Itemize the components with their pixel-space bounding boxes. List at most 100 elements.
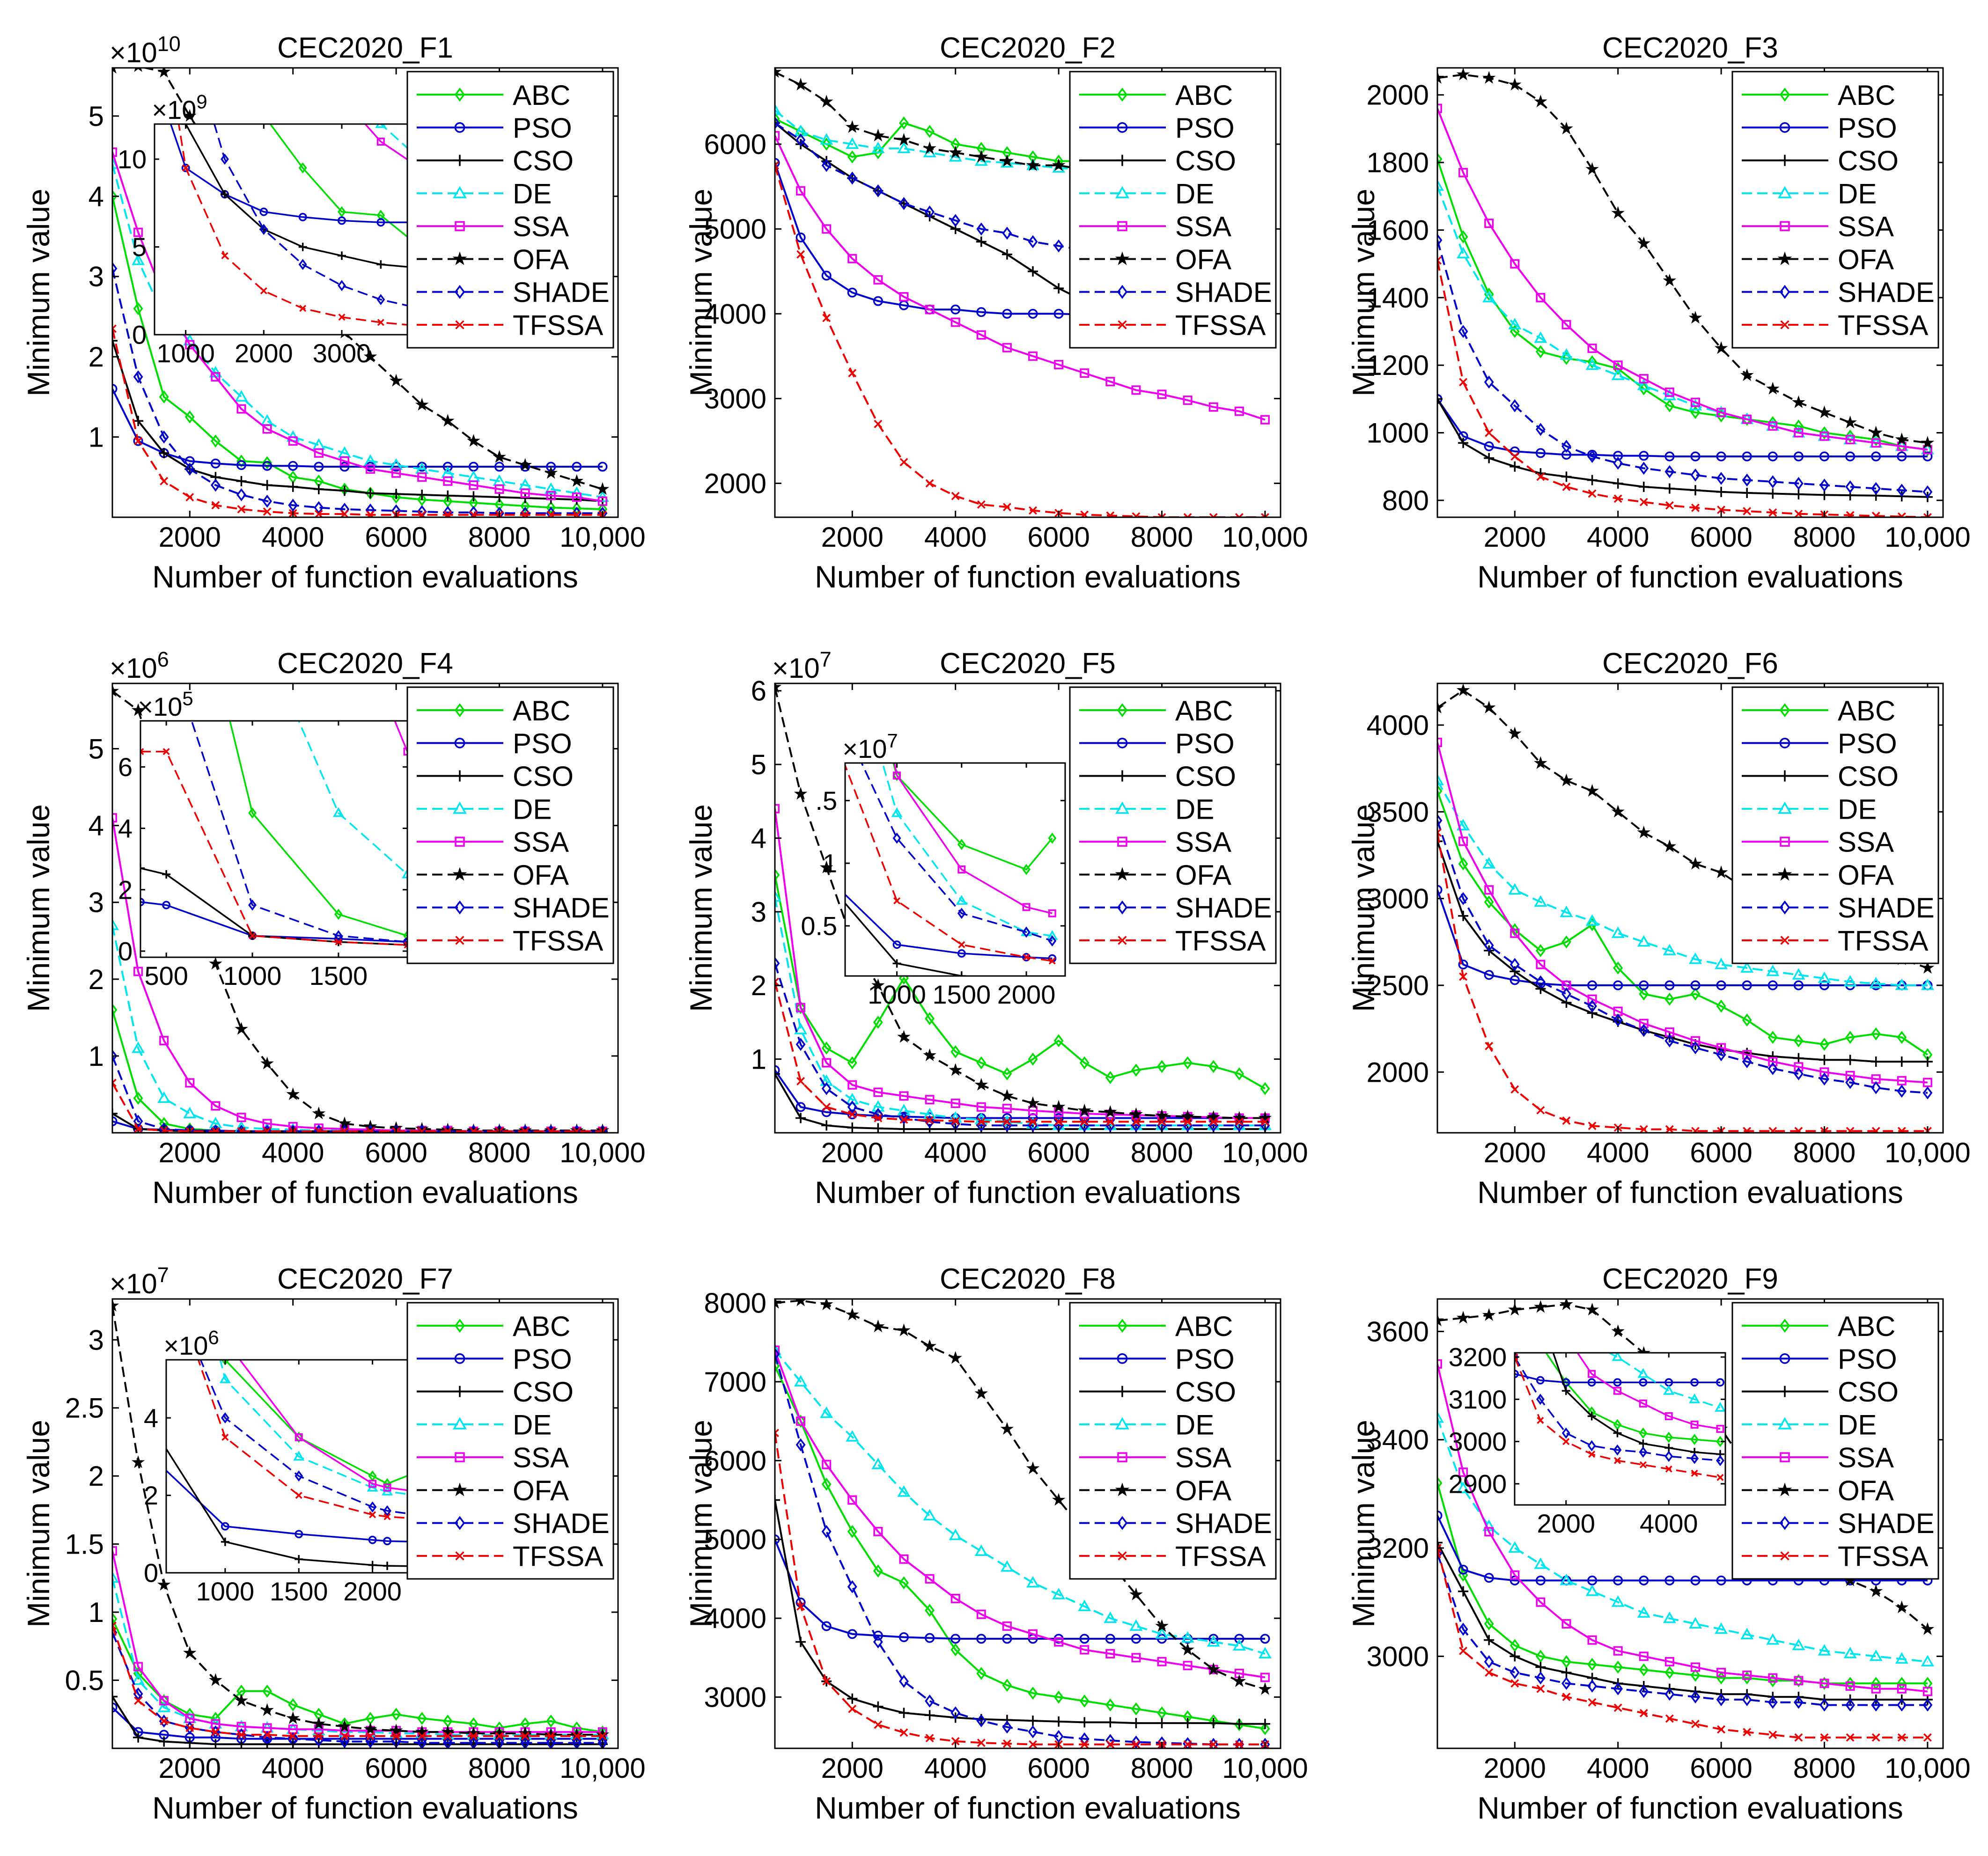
data-point-ofa (338, 1719, 352, 1732)
data-point-ofa (544, 466, 558, 479)
inset-data-point-pso (140, 898, 145, 906)
inset-data-point-pso (338, 216, 346, 225)
data-point-abc (1819, 426, 1829, 440)
data-point-abc (1079, 1056, 1090, 1070)
data-point-cso (1535, 1662, 1546, 1673)
data-point-tfssa (1846, 1733, 1855, 1742)
data-point-de (132, 253, 145, 265)
inset-data-point-cso (221, 1537, 229, 1546)
legend-item-ssa: SSA (1742, 211, 1894, 242)
legend-marker (1117, 900, 1128, 915)
data-point-tfssa (822, 314, 831, 323)
legend-marker (1777, 186, 1792, 198)
x-tick-label: 4000 (924, 1137, 987, 1168)
data-point-shade (1105, 1734, 1115, 1747)
data-point-ssa (1458, 1467, 1468, 1477)
inset-exponent-base: ×10 (163, 1331, 208, 1360)
legend-label: ABC (1838, 695, 1895, 726)
legend-marker (1115, 801, 1130, 814)
data-point-abc (1535, 345, 1546, 359)
x-axis-label: Number of function evaluations (815, 1175, 1241, 1210)
data-point-shade (1767, 475, 1778, 489)
inset-x-tick-label: 1500 (270, 1577, 328, 1606)
data-point-shade (184, 462, 195, 476)
data-point-pso (1079, 1634, 1090, 1644)
data-point-shade (1509, 958, 1520, 971)
series-ssa (1437, 103, 1932, 455)
legend-label: SSA (513, 827, 569, 858)
data-point-abc (391, 1708, 401, 1721)
data-point-abc (821, 1042, 832, 1055)
legend-marker (1779, 1386, 1790, 1397)
data-point-ofa (1766, 381, 1780, 395)
data-point-pso (847, 1629, 857, 1639)
legend-marker (1777, 801, 1792, 814)
data-point-de (1611, 926, 1625, 938)
data-point-ssa (1794, 428, 1804, 438)
data-point-abc (925, 1012, 935, 1025)
data-point-ofa (1232, 1674, 1246, 1687)
data-point-de (1585, 1585, 1599, 1596)
data-point-cso (1437, 394, 1443, 404)
inset-data-point-tfssa (1639, 1461, 1647, 1468)
inset-x-tick-label: 1500 (933, 980, 991, 1009)
data-point-pso (1716, 980, 1726, 990)
data-point-pso (210, 458, 221, 469)
legend-item-cso: CSO (417, 145, 574, 176)
legend-item-ssa: SSA (1742, 827, 1894, 858)
data-point-cso (1484, 453, 1495, 463)
data-point-cso (873, 1123, 884, 1133)
y-tick-label: 3000 (1367, 1641, 1429, 1672)
data-point-cso (1509, 1651, 1520, 1662)
data-point-de (1637, 378, 1650, 390)
legend-label: PSO (1175, 112, 1235, 144)
data-point-ofa (1456, 1311, 1470, 1324)
data-point-pso (1690, 980, 1701, 990)
data-point-abc (546, 1714, 556, 1728)
data-point-tfssa (211, 501, 220, 510)
y-tick-label: 3 (88, 887, 104, 918)
inset-series-line-abc (229, 721, 407, 937)
data-point-ssa (925, 305, 935, 315)
y-tick-label: 3600 (1367, 1316, 1429, 1347)
data-point-pso (1156, 1634, 1167, 1644)
data-point-tfssa (134, 437, 143, 446)
data-point-tfssa (1743, 507, 1752, 515)
data-point-shade (159, 430, 169, 444)
data-point-ofa (1869, 1584, 1883, 1597)
data-point-de (974, 1544, 988, 1556)
data-point-tfssa (822, 1102, 831, 1111)
inset-data-point-shade (221, 1412, 229, 1424)
data-point-de (1921, 978, 1934, 990)
inset-data-point-ssa (1690, 1420, 1699, 1429)
inset-exponent-base: ×10 (842, 734, 887, 763)
legend-marker (454, 703, 465, 718)
data-point-ssa (1871, 438, 1881, 448)
legend-marker (1117, 221, 1127, 231)
y-tick-label: 4 (88, 181, 104, 212)
series-line-shade (112, 1632, 603, 1744)
inset-data-point-shade (1048, 935, 1057, 946)
inset-data-point-tfssa (1588, 1451, 1596, 1458)
y-axis-label: Minimum value (684, 1420, 718, 1628)
data-point-shade (442, 506, 453, 517)
data-point-tfssa (1235, 513, 1244, 517)
inset-data-point-abc (298, 162, 307, 174)
data-point-de (1457, 819, 1470, 830)
data-point-abc (1131, 1064, 1141, 1077)
data-point-ssa (1080, 368, 1090, 378)
inset-y-tick-label: 0 (144, 1558, 158, 1588)
legend-item-tfssa: TFSSA (1742, 925, 1928, 956)
legend-item-tfssa: TFSSA (1079, 309, 1266, 341)
data-point-ssa (796, 186, 806, 196)
inset-plot-area (155, 124, 412, 335)
data-point-ofa (112, 684, 119, 697)
data-point-tfssa (1768, 1731, 1777, 1739)
data-point-abc (1819, 1038, 1829, 1051)
series-ssa (775, 1345, 1270, 1682)
data-point-shade (1716, 1048, 1726, 1062)
legend-marker (1777, 1417, 1792, 1430)
data-point-abc (1484, 895, 1494, 909)
data-point-tfssa (775, 161, 779, 170)
